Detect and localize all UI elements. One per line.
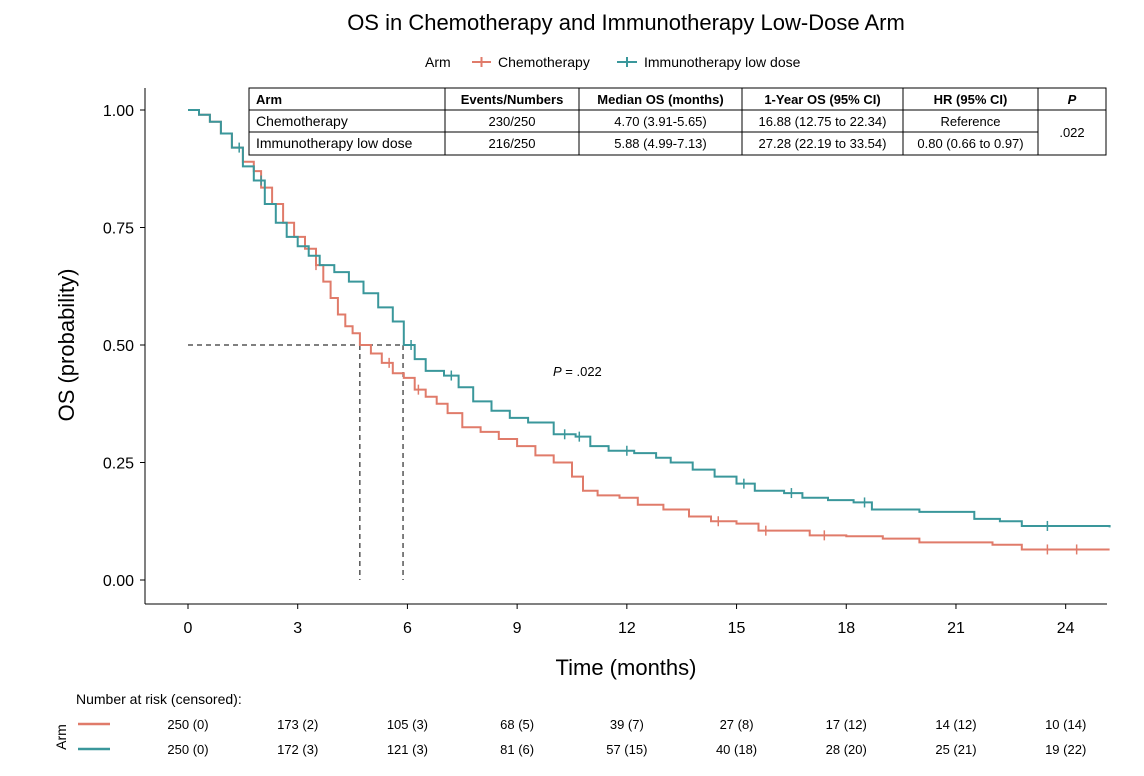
table-header-hr: HR (95% CI)	[934, 92, 1008, 107]
table-cell: Immunotherapy low dose	[256, 135, 413, 151]
y-tick-label: 1.00	[103, 103, 134, 120]
table-header-median: Median OS (months)	[597, 92, 723, 107]
risk-table-rows: 250 (0) 173 (2) 105 (3) 68 (5) 39 (7) 27 (8) 1…	[78, 717, 1086, 757]
risk-table-cell: 40 (18)	[716, 742, 757, 757]
summary-table: Arm Events/Numbers Median OS (months) 1-…	[248, 87, 1107, 156]
survival-curves	[188, 109, 1111, 555]
table-cell: 27.28 (22.19 to 33.54)	[759, 136, 887, 151]
legend-label-chemotherapy: Chemotherapy	[498, 54, 590, 70]
risk-table-cell: 19 (22)	[1045, 742, 1086, 757]
table-cell: Chemotherapy	[256, 113, 348, 129]
chart-title: OS in Chemotherapy and Immunotherapy Low…	[347, 10, 905, 35]
risk-table-cell: 172 (3)	[277, 742, 318, 757]
risk-table-cell: 105 (3)	[387, 717, 428, 732]
x-tick-label: 15	[728, 620, 746, 637]
risk-table-cell: 10 (14)	[1045, 717, 1086, 732]
x-tick-label: 18	[837, 620, 855, 637]
y-tick-label: 0.75	[103, 221, 134, 238]
risk-table-cell: 173 (2)	[277, 717, 318, 732]
x-tick-label: 6	[403, 620, 412, 637]
x-tick-label: 21	[947, 620, 965, 637]
table-header-1yr: 1-Year OS (95% CI)	[764, 92, 880, 107]
risk-table-title: Number at risk (censored):	[76, 691, 242, 707]
risk-table-cell: 28 (20)	[826, 742, 867, 757]
x-ticks: 0 3 6 9 12 15 18 21 24	[184, 604, 1075, 637]
risk-table-cell: 250 (0)	[167, 742, 208, 757]
table-cell: 0.80 (0.66 to 0.97)	[917, 136, 1023, 151]
x-tick-label: 12	[618, 620, 636, 637]
x-tick-label: 9	[513, 620, 522, 637]
risk-table-cell: 250 (0)	[167, 717, 208, 732]
x-tick-label: 24	[1057, 620, 1075, 637]
risk-table: Number at risk (censored): Arm 250 (0) 17…	[53, 691, 1086, 757]
risk-table-cell: 14 (12)	[935, 717, 976, 732]
risk-table-cell: 39 (7)	[610, 717, 644, 732]
table-p-value: .022	[1059, 125, 1084, 140]
table-cell: Reference	[941, 114, 1001, 129]
median-lines	[188, 344, 404, 580]
risk-table-cell: 57 (15)	[606, 742, 647, 757]
x-tick-label: 3	[293, 620, 302, 637]
y-tick-label: 0.00	[103, 573, 134, 590]
risk-table-cell: 27 (8)	[720, 717, 754, 732]
y-tick-label: 0.50	[103, 338, 134, 355]
risk-table-cell: 25 (21)	[935, 742, 976, 757]
summary-table-frame	[248, 87, 1107, 156]
legend-title: Arm	[425, 54, 451, 70]
risk-table-ylabel: Arm	[53, 724, 69, 750]
p-value-annotation-p: P	[553, 364, 562, 379]
table-cell: 4.70 (3.91-5.65)	[614, 114, 707, 129]
series-line-0	[188, 109, 1110, 551]
table-header-p: P	[1068, 92, 1077, 107]
p-value-annotation: P = .022	[553, 364, 602, 379]
table-cell: 216/250	[489, 136, 536, 151]
legend-label-immunotherapy: Immunotherapy low dose	[644, 54, 801, 70]
risk-table-cell: 17 (12)	[826, 717, 867, 732]
y-axis-label: OS (probability)	[54, 269, 79, 422]
series-line-1	[188, 109, 1111, 528]
y-ticks: 0.00 0.25 0.50 0.75 1.00	[103, 103, 145, 590]
table-header-events: Events/Numbers	[461, 92, 564, 107]
table-header-arm: Arm	[256, 92, 282, 107]
risk-table-cell: 68 (5)	[500, 717, 534, 732]
legend: Arm Chemotherapy Immunotherapy low dose	[425, 54, 801, 70]
table-cell: 16.88 (12.75 to 22.34)	[759, 114, 887, 129]
table-cell: 5.88 (4.99-7.13)	[614, 136, 707, 151]
p-value-annotation-value: = .022	[562, 364, 602, 379]
risk-table-cell: 81 (6)	[500, 742, 534, 757]
y-tick-label: 0.25	[103, 456, 134, 473]
x-tick-label: 0	[184, 620, 193, 637]
x-axis-label: Time (months)	[556, 655, 697, 680]
table-cell: 230/250	[489, 114, 536, 129]
risk-table-cell: 121 (3)	[387, 742, 428, 757]
